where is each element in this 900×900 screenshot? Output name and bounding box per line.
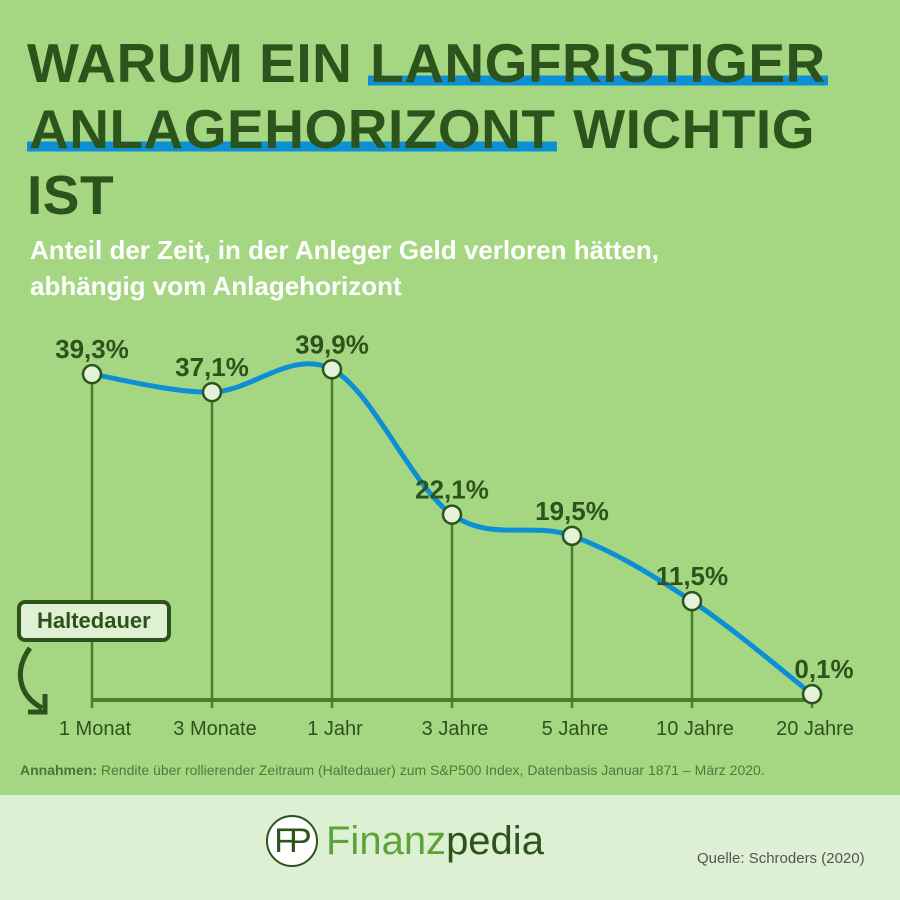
x-tick-label: 3 Jahre [422,718,489,740]
subtitle: Anteil der Zeit, in der Anleger Geld ver… [30,235,659,301]
data-label: 19,5% [535,496,609,526]
data-label: 0,1% [794,654,853,684]
data-point [81,363,103,385]
x-tick-label: 20 Jahre [776,718,854,740]
data-point [681,590,703,612]
x-tick-label: 1 Monat [59,718,132,740]
data-label: 39,3% [55,334,129,364]
data-label: 37,1% [175,352,249,382]
logo-mark: FP [266,815,318,867]
data-label: 22,1% [415,475,489,505]
finanzpedia-logo: FP Finanzpedia [266,815,544,867]
data-point [321,359,343,380]
data-label: 39,9% [295,329,369,359]
title-highlight: LANGFRISTIGER [368,32,828,94]
curved-arrow-icon [18,646,44,711]
x-tick-label: 10 Jahre [656,718,734,740]
x-tick-label: 5 Jahre [542,718,609,740]
x-tick-label: 1 Jahr [307,718,363,740]
x-axis-title: Haltedauer [17,600,171,642]
data-label: 11,5% [656,561,728,591]
arrow-head-icon [28,694,48,715]
title-highlight: ANLAGEHORIZONT [27,98,558,160]
data-point [441,504,463,525]
footer [0,795,900,900]
data-point [561,525,583,547]
data-point [201,381,223,403]
source-text: Quelle: Schroders (2020) [697,850,865,867]
data-point [801,683,823,705]
page-title: WARUM EIN LANGFRISTIGER ANLAGEHORIZONT WI… [27,32,828,226]
assumptions-note: Annahmen: Rendite über rollierender Zeit… [20,762,765,778]
x-tick-label: 3 Monate [173,718,256,740]
